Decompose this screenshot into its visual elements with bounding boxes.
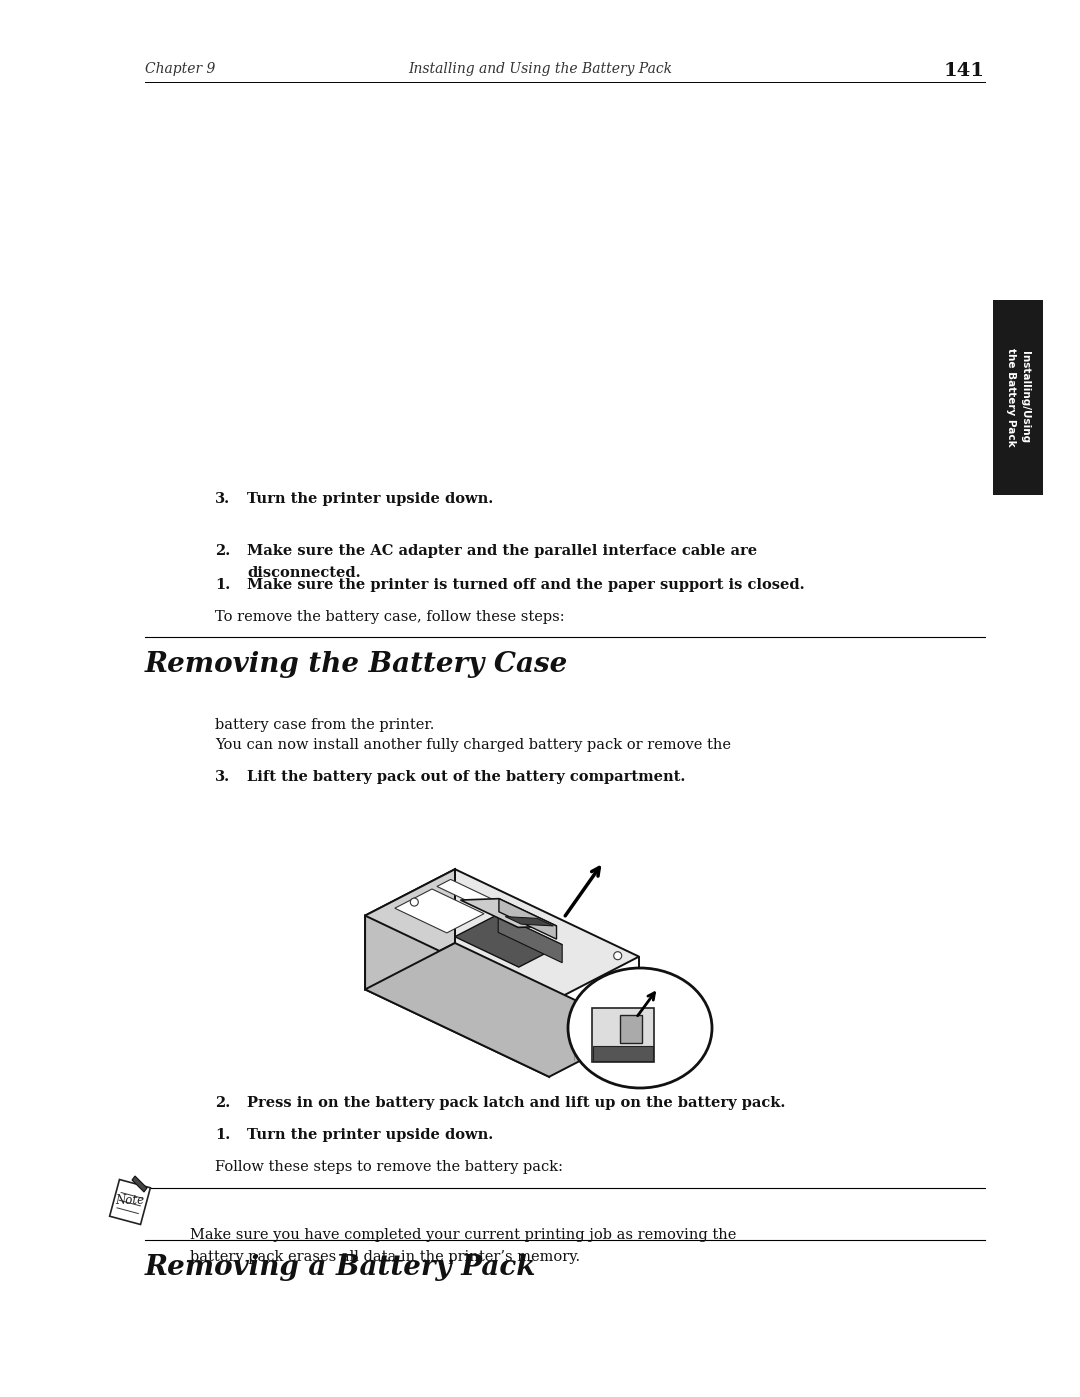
Text: Lift the battery pack out of the battery compartment.: Lift the battery pack out of the battery… <box>247 770 686 784</box>
Ellipse shape <box>568 968 712 1088</box>
Text: Turn the printer upside down.: Turn the printer upside down. <box>247 492 494 506</box>
Bar <box>593 1046 653 1060</box>
Text: You can now install another fully charged battery pack or remove the: You can now install another fully charge… <box>215 738 731 752</box>
Polygon shape <box>365 915 549 1077</box>
Text: 1.: 1. <box>215 1127 230 1141</box>
Polygon shape <box>505 916 553 926</box>
Text: 2.: 2. <box>215 543 230 557</box>
Text: battery pack erases all data in the printer’s memory.: battery pack erases all data in the prin… <box>190 1250 580 1264</box>
Text: Removing a Battery Pack: Removing a Battery Pack <box>145 1255 537 1281</box>
Text: Follow these steps to remove the battery pack:: Follow these steps to remove the battery… <box>215 1160 563 1173</box>
Text: Note: Note <box>116 1194 145 1207</box>
Text: Installing and Using the Battery Pack: Installing and Using the Battery Pack <box>408 61 672 75</box>
Text: Make sure the printer is turned off and the paper support is closed.: Make sure the printer is turned off and … <box>247 578 805 592</box>
Polygon shape <box>365 869 455 989</box>
Circle shape <box>613 951 622 960</box>
Text: disconnected.: disconnected. <box>247 566 361 580</box>
Text: Removing the Battery Case: Removing the Battery Case <box>145 651 568 678</box>
Text: Turn the printer upside down.: Turn the printer upside down. <box>247 1127 494 1141</box>
Polygon shape <box>395 888 484 933</box>
Text: 1.: 1. <box>215 578 230 592</box>
Bar <box>620 1016 642 1044</box>
Text: Make sure you have completed your current printing job as removing the: Make sure you have completed your curren… <box>190 1228 737 1242</box>
Polygon shape <box>498 914 563 963</box>
Circle shape <box>410 898 418 907</box>
Text: 141: 141 <box>944 61 985 80</box>
Text: 3.: 3. <box>215 770 230 784</box>
Polygon shape <box>365 943 639 1077</box>
Text: battery case from the printer.: battery case from the printer. <box>215 718 434 732</box>
Bar <box>993 300 1043 495</box>
Polygon shape <box>460 898 556 928</box>
Text: Installing/Using
the Battery Pack: Installing/Using the Battery Pack <box>1007 348 1029 447</box>
Polygon shape <box>132 1176 147 1192</box>
Text: 2.: 2. <box>215 1097 230 1111</box>
FancyBboxPatch shape <box>592 1009 654 1062</box>
Text: 3.: 3. <box>215 492 230 506</box>
Polygon shape <box>455 914 563 967</box>
Text: Chapter 9: Chapter 9 <box>145 61 215 75</box>
Text: Press in on the battery pack latch and lift up on the battery pack.: Press in on the battery pack latch and l… <box>247 1097 785 1111</box>
Polygon shape <box>499 898 556 939</box>
Polygon shape <box>365 869 639 1003</box>
Polygon shape <box>437 879 502 911</box>
FancyBboxPatch shape <box>110 1179 150 1225</box>
Text: To remove the battery case, follow these steps:: To remove the battery case, follow these… <box>215 610 565 624</box>
Text: Make sure the AC adapter and the parallel interface cable are: Make sure the AC adapter and the paralle… <box>247 543 757 557</box>
